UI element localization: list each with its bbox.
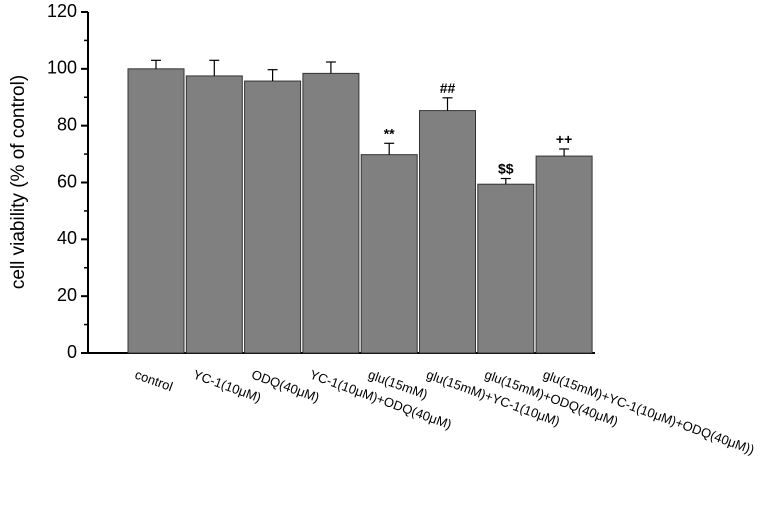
bar [535, 155, 593, 354]
bar [477, 183, 535, 354]
annotation: ** [384, 125, 395, 141]
annotation: ++ [556, 131, 572, 147]
y-axis-label: cell viability (% of control) [8, 75, 29, 289]
bar [185, 75, 243, 354]
annotation: ## [440, 80, 456, 96]
y-tick-label: 40 [57, 228, 77, 248]
bar [360, 154, 418, 354]
bar [244, 80, 302, 354]
y-tick-label: 120 [47, 1, 77, 21]
bar [419, 110, 476, 354]
bar [302, 72, 360, 354]
y-tick-label: 20 [57, 285, 77, 305]
y-tick-label: 80 [57, 114, 77, 134]
bar [127, 68, 185, 354]
annotation: $$ [498, 161, 514, 177]
y-tick-label: 100 [47, 58, 77, 78]
y-tick-label: 60 [57, 171, 77, 191]
x-tick-label: control [133, 367, 175, 394]
y-tick-label: 0 [67, 342, 77, 362]
